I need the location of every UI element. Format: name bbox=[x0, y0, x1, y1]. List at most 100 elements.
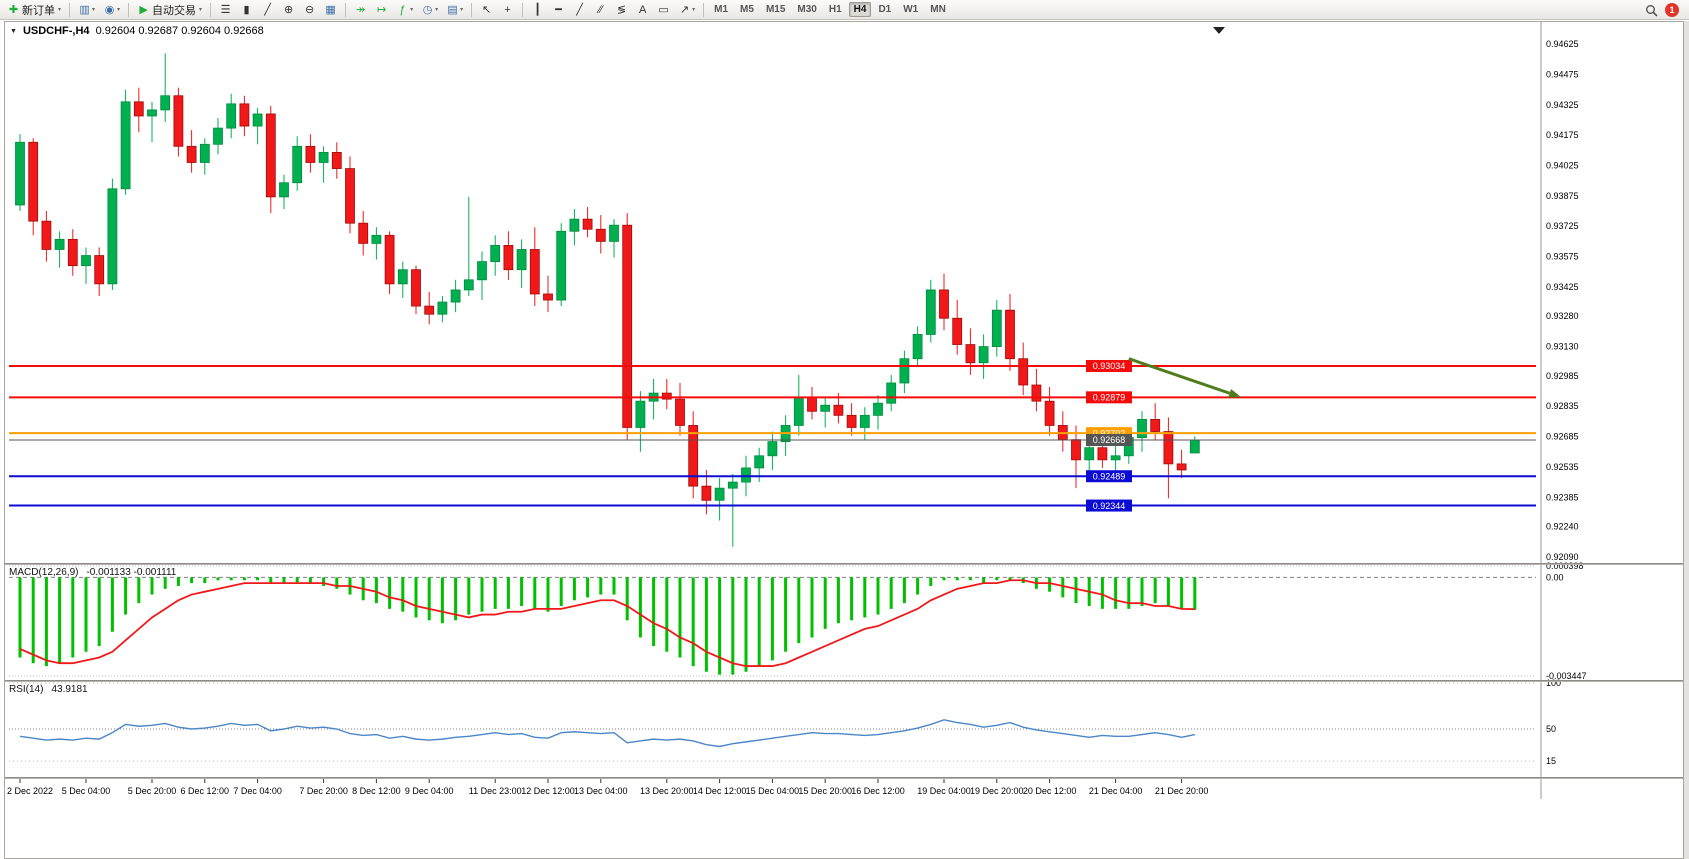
candle bbox=[635, 391, 646, 452]
time-axis[interactable] bbox=[5, 779, 1542, 801]
autotrading-button[interactable]: ▶ 自动交易 ▾ bbox=[134, 1, 205, 19]
candle bbox=[582, 207, 593, 238]
time-axis-label: 14 Dec 12:00 bbox=[693, 786, 747, 796]
channel-button[interactable]: ∕∕ bbox=[591, 1, 610, 19]
profiles-icon: ◉ bbox=[104, 3, 115, 16]
chart-shift-button[interactable]: ↦ bbox=[372, 1, 391, 19]
candle bbox=[925, 279, 936, 343]
horizontal-line-icon: ━ bbox=[555, 3, 562, 16]
time-axis-label: 16 Dec 12:00 bbox=[851, 786, 905, 796]
price-axis-label: 0.92985 bbox=[1546, 371, 1579, 381]
candle bbox=[595, 215, 606, 254]
time-axis-label: 19 Dec 04:00 bbox=[917, 786, 971, 796]
candle bbox=[1150, 403, 1161, 440]
caret-down-icon: ▾ bbox=[58, 7, 62, 13]
trend-arrow[interactable] bbox=[1128, 357, 1241, 398]
pane-separator-rsi[interactable] bbox=[5, 680, 1683, 682]
timeframe-w1-button[interactable]: W1 bbox=[903, 4, 919, 15]
search-icon[interactable] bbox=[1645, 4, 1658, 17]
arrows-icon: ↗ bbox=[680, 3, 690, 16]
zoom-in-button[interactable]: ⊕ bbox=[279, 1, 298, 19]
candle bbox=[556, 223, 567, 307]
vertical-line-button[interactable]: ┃ bbox=[528, 1, 547, 19]
timeframe-m1-button[interactable]: M1 bbox=[714, 4, 729, 15]
profiles-button[interactable]: ◉ ▾ bbox=[100, 1, 123, 19]
cursor-button[interactable]: ↖ bbox=[477, 1, 496, 19]
new-order-button[interactable]: ✚ 新订单 ▾ bbox=[4, 1, 64, 19]
macd-axis-label: 0.00 bbox=[1546, 572, 1564, 582]
candle bbox=[846, 403, 857, 436]
candle bbox=[54, 231, 65, 268]
candle bbox=[701, 469, 712, 515]
timeframe-m30-button[interactable]: M30 bbox=[797, 4, 817, 15]
chart-title: ▼ USDCHF-,H4 0.92604 0.92687 0.92604 0.9… bbox=[10, 25, 264, 37]
rsi-line bbox=[19, 719, 1195, 748]
bar-chart-button[interactable]: ☰ bbox=[216, 1, 235, 19]
candle bbox=[305, 134, 316, 173]
candle bbox=[1110, 445, 1121, 472]
candle bbox=[688, 411, 699, 499]
charts-icon: ▥ bbox=[79, 3, 90, 16]
candle bbox=[199, 138, 210, 175]
candle bbox=[107, 178, 118, 290]
text-label-button[interactable]: ▭ bbox=[654, 1, 673, 19]
candles bbox=[15, 53, 1200, 547]
time-axis-label: 2 Dec 2022 bbox=[7, 786, 53, 796]
candle bbox=[1044, 387, 1055, 436]
indicators-button[interactable]: ƒ ▾ bbox=[393, 1, 416, 19]
auto-scroll-icon: ↠ bbox=[355, 3, 366, 16]
ohlc-values: 0.92604 0.92687 0.92604 0.92668 bbox=[95, 25, 264, 37]
price-axis-label: 0.94175 bbox=[1546, 130, 1579, 140]
window-scrollbar[interactable] bbox=[1684, 21, 1689, 859]
chart-shift-marker[interactable] bbox=[1213, 27, 1225, 34]
arrows-button[interactable]: ↗ ▾ bbox=[675, 1, 698, 19]
macd-histogram bbox=[18, 577, 1197, 675]
candle bbox=[450, 279, 461, 313]
timeframe-h4-button[interactable]: H4 bbox=[848, 2, 872, 17]
price-axis-label: 0.93575 bbox=[1546, 252, 1579, 262]
charts-button[interactable]: ▥ ▾ bbox=[75, 1, 98, 19]
periods-button[interactable]: ◷ ▾ bbox=[418, 1, 441, 19]
price-axis-label: 0.92685 bbox=[1546, 432, 1579, 442]
candle bbox=[490, 235, 501, 276]
crosshair-button[interactable]: + bbox=[498, 1, 517, 19]
horizontal-line-button[interactable]: ━ bbox=[549, 1, 568, 19]
text-button[interactable]: A bbox=[633, 1, 652, 19]
zoom-out-button[interactable]: ⊖ bbox=[300, 1, 319, 19]
candle bbox=[1189, 436, 1200, 454]
time-axis-label: 9 Dec 04:00 bbox=[405, 786, 454, 796]
candle bbox=[1163, 417, 1174, 499]
candle bbox=[67, 229, 78, 276]
pane-separator-macd[interactable] bbox=[5, 563, 1683, 565]
price-axis-label: 0.93425 bbox=[1546, 282, 1579, 292]
line-chart-button[interactable]: ╱ bbox=[258, 1, 277, 19]
tile-windows-button[interactable]: ▦ bbox=[321, 1, 340, 19]
trendline-button[interactable]: ╱ bbox=[570, 1, 589, 19]
fibonacci-button[interactable]: ≶ bbox=[612, 1, 631, 19]
candle bbox=[1018, 342, 1029, 396]
candle bbox=[1031, 368, 1042, 412]
notification-badge[interactable]: 1 bbox=[1665, 3, 1679, 17]
price-axis-label: 0.92240 bbox=[1546, 522, 1579, 532]
candlestick-chart-button[interactable]: ▮ bbox=[237, 1, 256, 19]
timeframe-h1-button[interactable]: H1 bbox=[828, 4, 842, 15]
candle bbox=[1176, 449, 1187, 479]
periods-icon: ◷ bbox=[422, 3, 433, 16]
timeframe-m5-button[interactable]: M5 bbox=[740, 4, 754, 15]
one-click-trading-toggle-icon[interactable]: ▼ bbox=[10, 27, 17, 35]
timeframe-m15-button[interactable]: M15 bbox=[765, 4, 786, 15]
cursor-icon: ↖ bbox=[482, 3, 492, 16]
chart-shift-icon: ↦ bbox=[376, 3, 387, 16]
pane-separator-axis[interactable] bbox=[5, 777, 1683, 779]
price-axis-label: 0.93875 bbox=[1546, 191, 1579, 201]
auto-scroll-button[interactable]: ↠ bbox=[351, 1, 370, 19]
price-axis[interactable] bbox=[1542, 22, 1682, 779]
candle bbox=[780, 415, 791, 456]
macd-axis-label: 0.000398 bbox=[1546, 561, 1584, 571]
macd-indicator-label: MACD(12,26,9) -0.001133 -0.001111 bbox=[9, 567, 176, 578]
timeframe-d1-button[interactable]: D1 bbox=[878, 4, 892, 15]
templates-button[interactable]: ▤ ▾ bbox=[443, 1, 466, 19]
indicators-icon: ƒ bbox=[399, 3, 406, 16]
timeframe-mn-button[interactable]: MN bbox=[930, 4, 946, 15]
